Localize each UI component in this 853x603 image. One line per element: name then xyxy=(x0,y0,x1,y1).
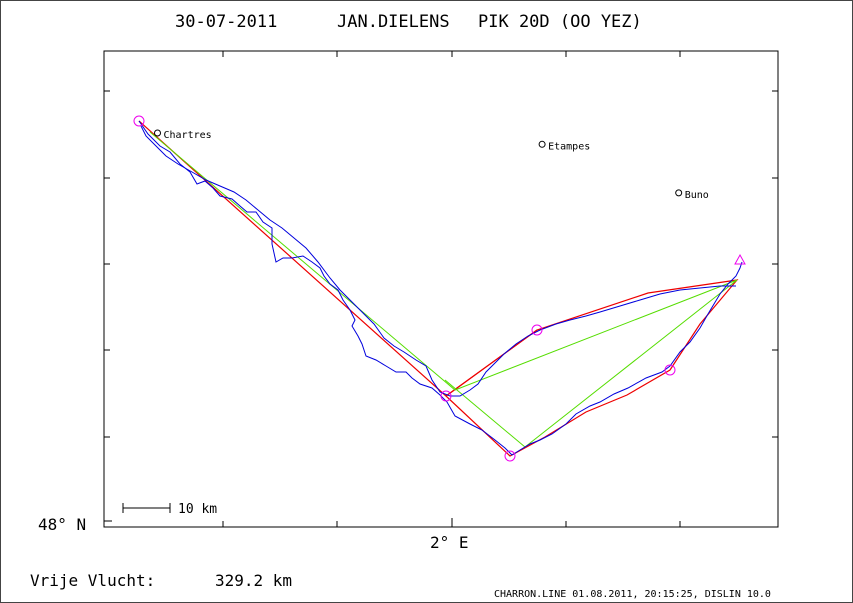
city-marker-etampes xyxy=(538,140,546,148)
title-pilot: JAN.DIELENS xyxy=(337,12,450,32)
plot-frame xyxy=(103,50,779,528)
city-marker-chartres xyxy=(154,129,161,137)
flight-type-label: Vrije Vlucht: xyxy=(30,571,155,590)
city-label-chartres: Chartres xyxy=(164,130,212,141)
distance-value: 329.2 km xyxy=(215,571,292,590)
turnpoint-start xyxy=(133,115,145,127)
declared-route xyxy=(138,120,739,457)
declared-route-leg2 xyxy=(445,329,538,397)
turnpoint-finish xyxy=(734,253,746,265)
title-date: 30-07-2011 xyxy=(175,12,277,32)
axis-ticks xyxy=(104,51,778,527)
turnpoints xyxy=(133,115,746,462)
city-label-buno: Buno xyxy=(685,190,709,201)
scale-bar-label: 10 km xyxy=(178,502,217,517)
city-label-etampes: Etampes xyxy=(548,141,590,152)
turnpoint-2 xyxy=(531,324,543,336)
city-marker-buno xyxy=(675,189,683,197)
turnpoint-4 xyxy=(664,364,676,376)
city-markers: ChartresEtampesNangisBunoMaretPont-s-Yon… xyxy=(154,129,709,201)
credit-line: CHARRON.LINE 01.08.2011, 20:15:25, DISLI… xyxy=(494,589,771,600)
turnpoint-3 xyxy=(504,450,516,462)
lat-label: 48° N xyxy=(38,515,86,534)
lon-label: 2° E xyxy=(430,533,469,552)
turnpoint-1 xyxy=(440,390,452,402)
gps-track-return xyxy=(140,125,736,397)
scale-bar xyxy=(122,503,171,513)
title-glider: PIK 20D (OO YEZ) xyxy=(478,12,642,32)
gps-track xyxy=(138,120,743,456)
